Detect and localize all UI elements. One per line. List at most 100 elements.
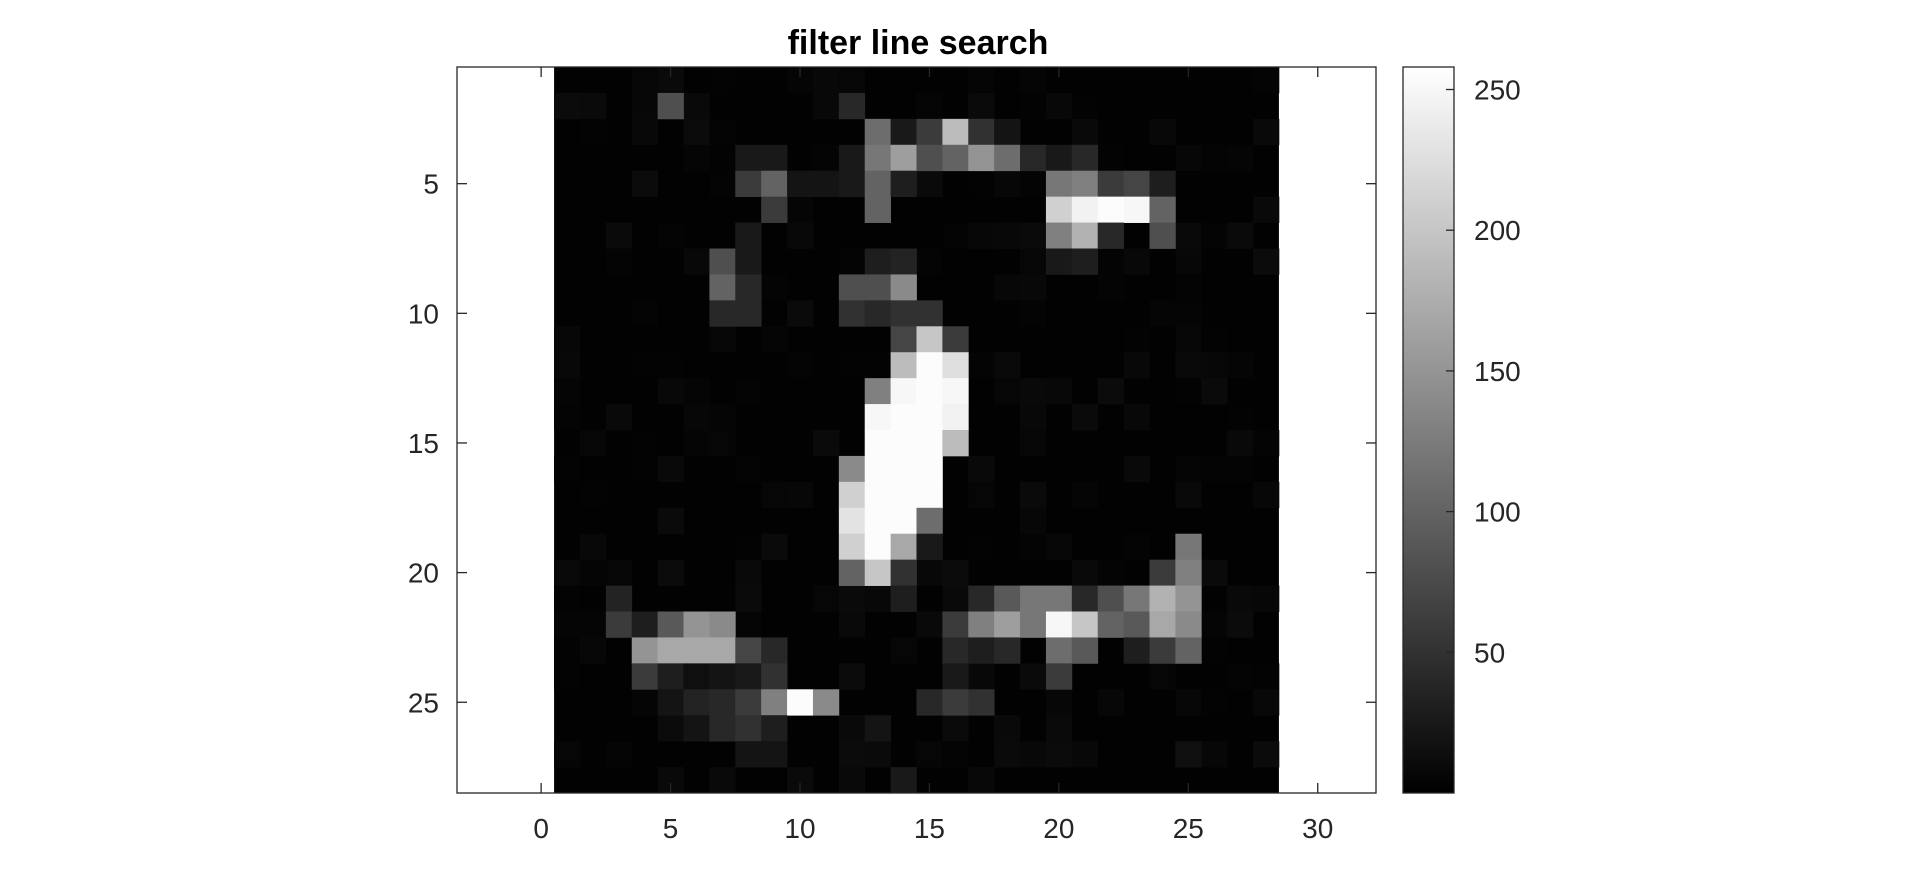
heatmap-bg-cell	[735, 611, 762, 638]
heatmap-bg-cell	[1227, 611, 1254, 638]
x-tick-label: 10	[784, 813, 815, 844]
heatmap-cell	[890, 507, 917, 535]
heatmap-bg-cell	[735, 585, 762, 612]
heatmap-cell	[735, 222, 762, 249]
heatmap-cell	[631, 637, 659, 664]
heatmap-cell	[1045, 144, 1073, 172]
heatmap-cell	[864, 144, 892, 172]
heatmap-bg-cell	[605, 404, 633, 431]
heatmap-cell	[942, 430, 969, 457]
heatmap-bg-cell	[812, 144, 840, 172]
heatmap-cell	[709, 637, 736, 664]
heatmap-bg-cell	[709, 170, 736, 198]
heatmap-cell	[942, 144, 969, 172]
heatmap-bg-cell	[735, 533, 762, 561]
heatmap-bg-cell	[1020, 300, 1047, 327]
heatmap-bg-cell	[864, 585, 892, 612]
heatmap-bg-cell	[1020, 92, 1047, 120]
heatmap-cell	[968, 144, 995, 172]
heatmap-bg-cell	[968, 222, 995, 249]
heatmap-bg-cell	[631, 689, 659, 716]
heatmap-cell	[942, 663, 969, 690]
heatmap-cell	[631, 663, 659, 690]
heatmap-bg-cell	[1201, 741, 1228, 768]
heatmap-bg-cell	[1201, 637, 1228, 664]
heatmap-cell	[1071, 222, 1099, 249]
heatmap-bg-cell	[683, 144, 710, 172]
heatmap-bg-cell	[709, 67, 736, 94]
heatmap-bg-cell	[631, 92, 659, 120]
heatmap-bg-cell	[1020, 222, 1047, 249]
heatmap-bg-cell	[1253, 663, 1280, 690]
heatmap-cell	[890, 274, 917, 301]
heatmap-bg-cell	[735, 455, 762, 483]
heatmap-bg-cell	[709, 326, 736, 353]
heatmap-bg-cell	[916, 170, 943, 198]
heatmap-cell	[916, 144, 943, 172]
heatmap-cell	[735, 715, 762, 742]
heatmap-bg-cell	[838, 741, 866, 768]
heatmap-cell	[1123, 637, 1150, 664]
heatmap-cell	[761, 170, 788, 198]
heatmap-bg-cell	[1227, 585, 1254, 612]
chart-title: filter line search	[788, 24, 1049, 62]
colorbar-tick-label: 200	[1474, 215, 1521, 246]
heatmap-cell	[761, 741, 788, 768]
heatmap-cell	[1071, 144, 1099, 172]
heatmap-cell	[683, 663, 710, 690]
heatmap-cell	[761, 663, 788, 690]
heatmap-cell	[761, 715, 788, 742]
heatmap-cell	[761, 196, 788, 223]
heatmap-bg-cell	[994, 170, 1021, 198]
heatmap-bg-cell	[968, 170, 995, 198]
heatmap-cell	[890, 378, 917, 405]
heatmap-bg-cell	[1149, 118, 1176, 146]
heatmap-bg-cell	[1201, 326, 1228, 353]
heatmap-cell	[916, 455, 943, 483]
heatmap-bg-cell	[1175, 300, 1202, 327]
heatmap-cell	[890, 170, 917, 198]
heatmap-cell	[1175, 585, 1202, 612]
heatmap-cell	[838, 170, 866, 198]
heatmap-bg-cell	[709, 144, 736, 172]
heatmap-bg-cell	[787, 196, 814, 223]
heatmap-bg-cell	[838, 663, 866, 690]
heatmap-cell	[657, 689, 684, 716]
x-tick-label: 0	[533, 813, 549, 844]
heatmap-bg-cell	[709, 118, 736, 146]
heatmap-bg-cell	[1253, 689, 1280, 716]
heatmap-cell	[1149, 585, 1176, 612]
heatmap-cell	[735, 689, 762, 716]
heatmap-bg-cell	[1020, 430, 1047, 457]
colorbar-tick-label: 150	[1474, 356, 1521, 387]
heatmap-bg-cell	[1253, 67, 1280, 94]
heatmap-bg-cell	[631, 170, 659, 198]
heatmap-bg-cell	[1201, 689, 1228, 716]
heatmap-bg-cell	[1253, 741, 1280, 768]
heatmap-bg-cell	[683, 430, 710, 457]
heatmap-cell	[890, 585, 917, 612]
heatmap-cell	[1123, 196, 1150, 223]
heatmap-cell	[994, 611, 1021, 638]
heatmap-bg-cell	[631, 300, 659, 327]
heatmap-cell	[968, 611, 995, 638]
heatmap-cell	[864, 404, 892, 431]
heatmap-bg-cell	[631, 67, 659, 94]
heatmap-cell	[994, 637, 1021, 664]
heatmap-bg-cell	[709, 404, 736, 431]
heatmap-cell	[916, 533, 943, 561]
heatmap-bg-cell	[631, 430, 659, 457]
heatmap-bg-cell	[1253, 585, 1280, 612]
heatmap-bg-cell	[554, 92, 581, 120]
heatmap-cell	[864, 715, 892, 742]
heatmap-bg-cell	[838, 67, 866, 94]
heatmap-cell	[735, 663, 762, 690]
heatmap-bg-cell	[787, 481, 814, 509]
heatmap-bg-cell	[1071, 741, 1099, 768]
heatmap-bg-cell	[579, 637, 607, 664]
heatmap-bg-cell	[1123, 248, 1150, 275]
heatmap-bg-cell	[554, 585, 581, 612]
heatmap-bg-cell	[994, 715, 1021, 742]
heatmap-cell	[735, 248, 762, 275]
heatmap-cell	[605, 585, 633, 612]
